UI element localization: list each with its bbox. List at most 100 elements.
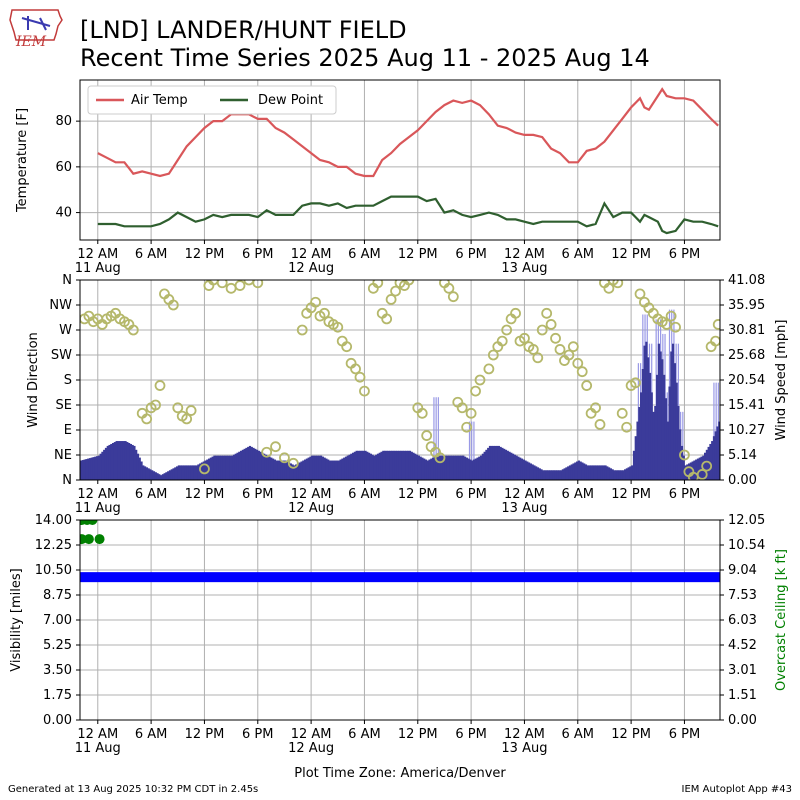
wind-direction-marker xyxy=(167,299,179,311)
ceiling-tick-label: 9.04 xyxy=(728,563,757,578)
wind-speed-bar xyxy=(604,465,607,480)
ceiling-tick-label: 0.00 xyxy=(728,713,757,728)
x-tick-label: 6 AM xyxy=(135,727,168,742)
wind-speed-bar xyxy=(113,442,116,480)
wind-speed-bar xyxy=(339,459,342,480)
wind-speed-bar xyxy=(410,451,413,480)
wind-speed-bar xyxy=(344,456,348,480)
x-tick-label: 6 PM xyxy=(669,727,700,742)
wind-direction-tick-label: NW xyxy=(49,298,72,313)
wind-direction-marker xyxy=(532,352,544,364)
wind-speed-bar xyxy=(314,455,317,480)
wind-speed-bar xyxy=(133,445,136,480)
wind-direction-marker xyxy=(501,324,513,336)
wind-speed-bar xyxy=(408,450,412,480)
wind-speed-bar xyxy=(403,450,406,480)
wind-speed-bar xyxy=(574,462,577,480)
wind-direction-marker xyxy=(141,413,153,425)
wind-speed-bar xyxy=(184,465,188,480)
wind-speed-bar xyxy=(343,457,346,480)
wind-speed-bar xyxy=(183,465,186,480)
wind-direction-marker xyxy=(679,449,690,461)
x-tick-label: 12 PM xyxy=(185,727,225,742)
wind-direction-marker xyxy=(581,380,593,391)
wind-speed-bar xyxy=(400,450,403,480)
ceiling-marker xyxy=(87,520,98,525)
wind-speed-bar xyxy=(599,465,602,480)
wind-speed-bar xyxy=(487,447,490,480)
ceiling-tick-label: 6.03 xyxy=(728,613,757,628)
ceiling-tick-label: 3.01 xyxy=(728,663,757,678)
wind-speed-bar xyxy=(540,469,543,480)
wind-direction-marker xyxy=(696,469,708,480)
wind-speed-bar xyxy=(636,421,639,480)
wind-speed-bar xyxy=(680,445,684,480)
wind-speed-bar xyxy=(209,457,212,480)
wind-speed-bar xyxy=(638,406,641,480)
wind-direction-marker xyxy=(612,280,624,289)
wind-speed-bar xyxy=(110,443,113,480)
wind-speed-bar xyxy=(259,451,262,480)
wind-speed-bar xyxy=(592,465,595,480)
chart-title-station: [LND] LANDER/HUNT FIELD xyxy=(80,16,407,44)
wind-speed-bar xyxy=(497,445,500,480)
wind-speed-bar xyxy=(606,466,609,480)
wind-speed-bar xyxy=(227,455,230,480)
wind-speed-bar xyxy=(284,460,287,480)
wind-speed-bar xyxy=(257,450,260,480)
wind-direction-marker xyxy=(416,407,428,419)
panel-frame xyxy=(79,519,721,721)
wind-direction-tick-label: E xyxy=(64,423,72,438)
wind-speed-bar xyxy=(266,455,269,480)
wind-direction-marker xyxy=(545,319,557,330)
wind-speed-bar xyxy=(245,447,248,480)
wind-speed-bar xyxy=(193,465,196,480)
wind-speed-bar xyxy=(291,464,294,480)
wind-direction-marker xyxy=(359,385,370,397)
wind-speed-bar xyxy=(304,459,307,480)
wind-speed-bar xyxy=(531,464,534,480)
wind-speed-bar xyxy=(563,468,566,480)
wind-speed-bar xyxy=(433,456,436,480)
wind-speed-bar xyxy=(247,446,250,480)
wind-speed-bar xyxy=(232,454,236,480)
wind-speed-bar xyxy=(375,454,378,480)
wind-speed-bar xyxy=(360,450,364,480)
wind-speed-bar xyxy=(384,450,387,480)
wind-speed-bar xyxy=(561,469,564,480)
wind-speed-bar xyxy=(609,468,612,480)
wind-speed-bar xyxy=(174,467,177,480)
wind-speed-bar xyxy=(200,462,204,480)
wind-gust-bar xyxy=(433,397,435,480)
wind-speed-bar xyxy=(273,459,276,480)
x-tick-label: 12 AM xyxy=(77,487,118,502)
wind-direction-marker xyxy=(541,307,553,319)
x-date-label: 11 Aug xyxy=(75,741,121,756)
wind-direction-marker xyxy=(621,421,633,433)
wind-direction-marker xyxy=(372,280,384,289)
wind-speed-bar xyxy=(654,405,657,480)
x-tick-label: 6 PM xyxy=(455,727,486,742)
x-tick-label: 12 PM xyxy=(398,727,438,742)
wind-speed-bar xyxy=(629,466,632,480)
wind-speed-bar xyxy=(85,459,88,480)
wind-speed-bar xyxy=(698,457,701,480)
wind-speed-tick-label: 15.41 xyxy=(728,398,765,413)
wind-direction-marker xyxy=(421,430,433,441)
wind-speed-bar xyxy=(101,451,104,480)
x-date-label: 13 Aug xyxy=(501,741,547,756)
wind-speed-bar xyxy=(280,460,284,480)
x-tick-label: 12 AM xyxy=(504,727,545,742)
wind-speed-bar xyxy=(481,453,484,480)
x-tick-label: 6 AM xyxy=(562,247,595,262)
wind-speed-bar xyxy=(552,470,556,480)
wind-speed-bar xyxy=(154,472,157,480)
wind-speed-bar xyxy=(688,463,691,480)
air-temp-line xyxy=(97,87,719,178)
wind-speed-bar xyxy=(711,441,714,480)
wind-speed-bar xyxy=(359,450,362,480)
wind-speed-bar xyxy=(407,450,410,480)
wind-speed-bar xyxy=(602,465,605,480)
wind-speed-bar xyxy=(693,460,696,480)
wind-speed-bar xyxy=(289,463,292,480)
